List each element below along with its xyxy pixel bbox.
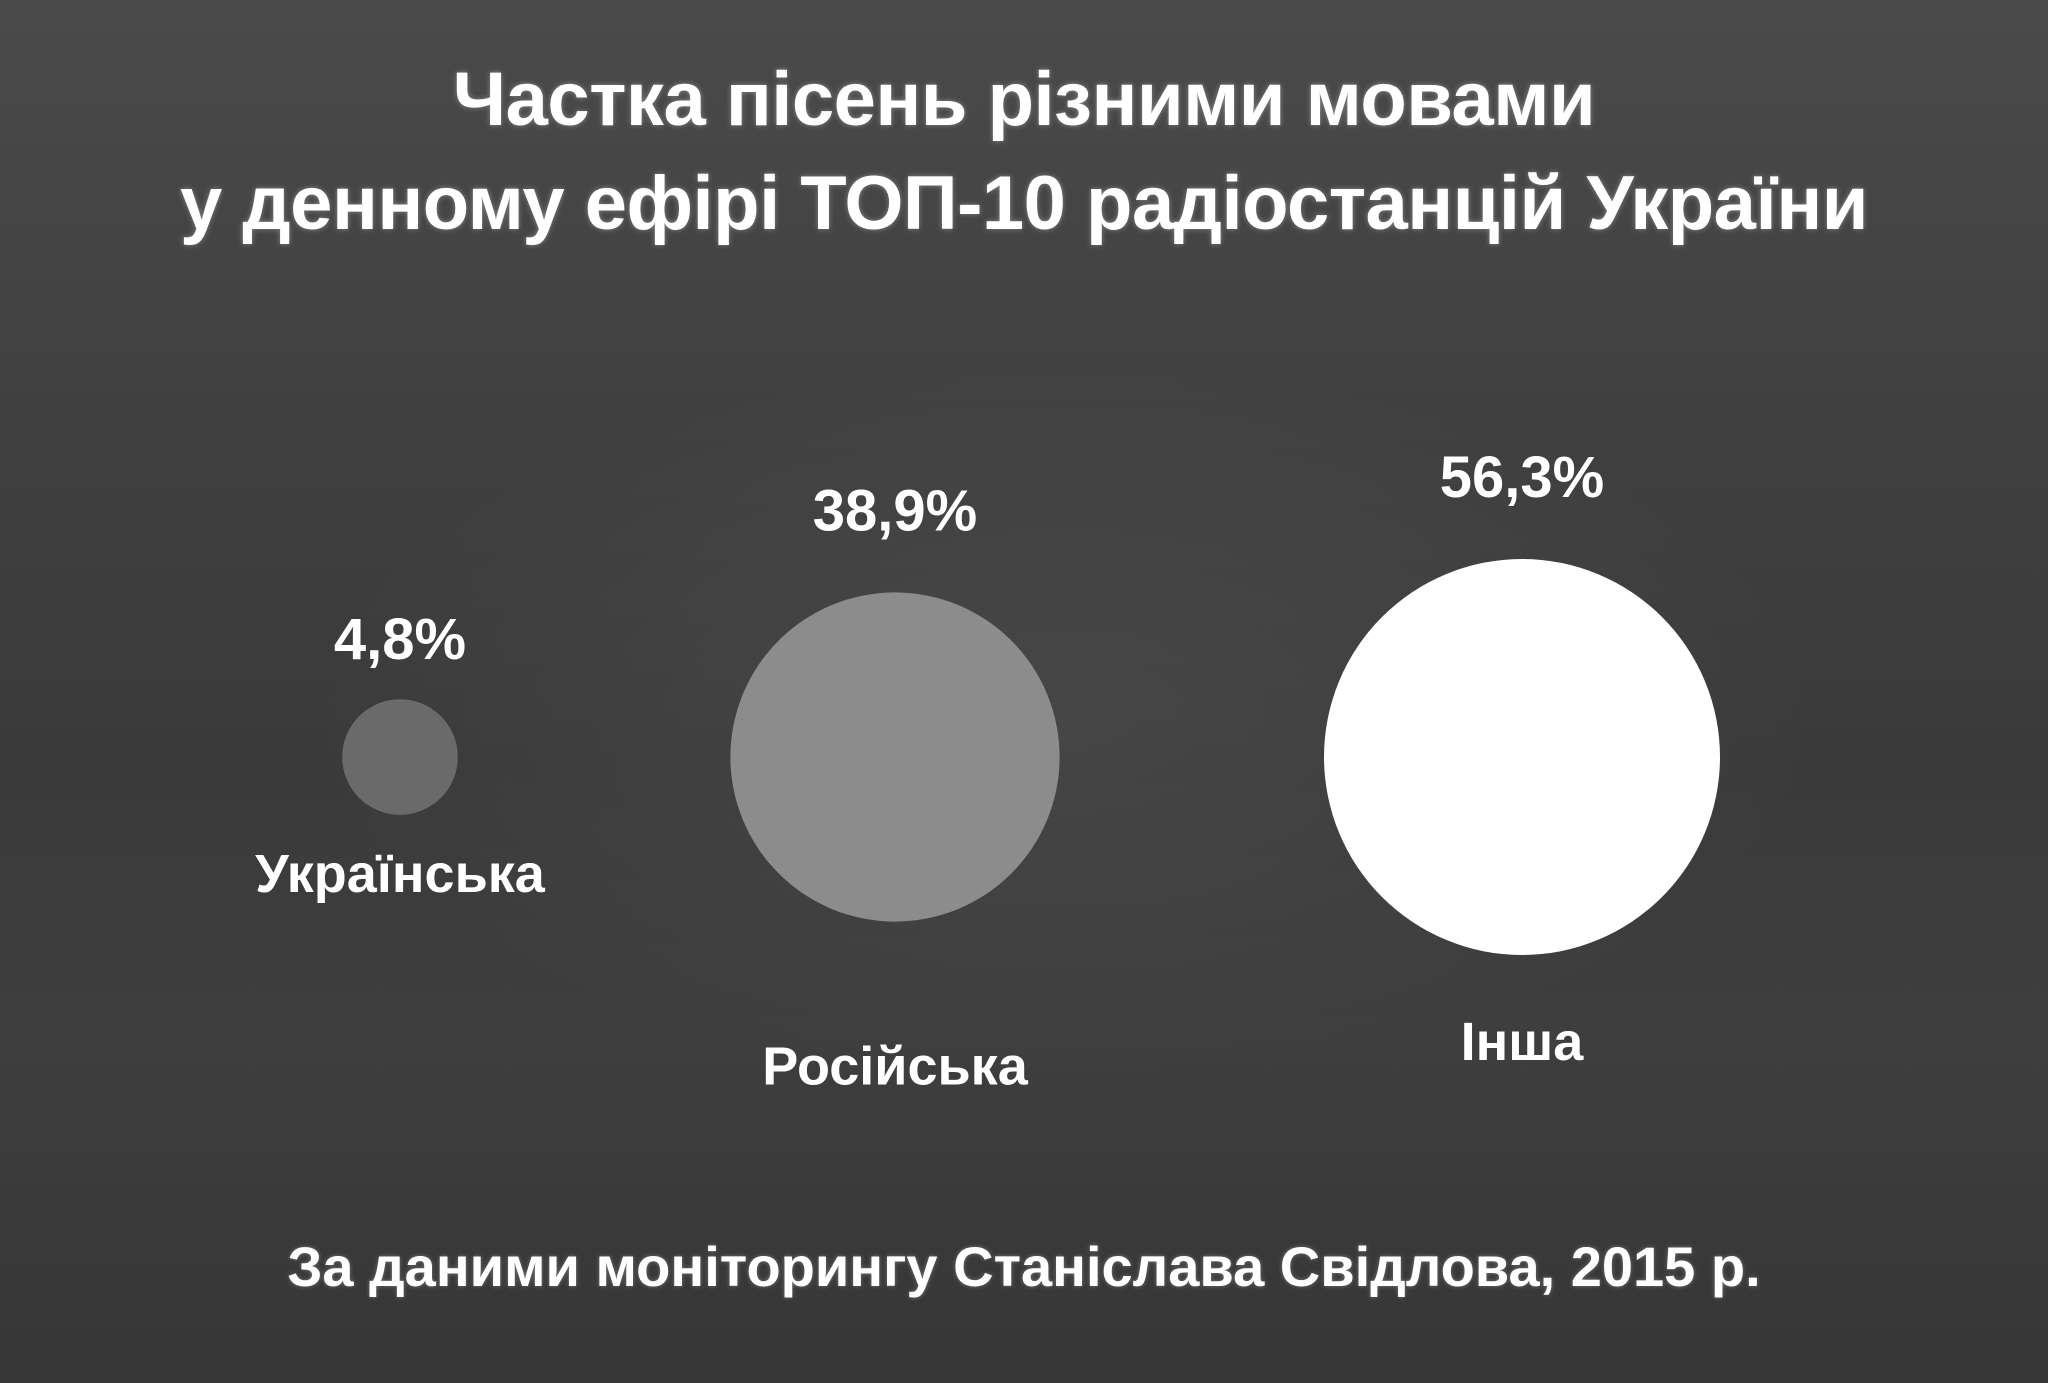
value-label-other: 56,3% — [1440, 445, 1604, 510]
chart-title-line-2: у денному ефірі ТОП-10 радіостанцій Укра… — [180, 161, 1868, 246]
category-label-ukrainian: Українська — [255, 844, 546, 904]
bubble-other — [1324, 559, 1720, 955]
value-label-russian: 38,9% — [813, 478, 977, 543]
category-label-russian: Російська — [762, 1037, 1028, 1097]
chart-title-line-1: Частка пісень різними мовами — [452, 57, 1596, 142]
chart-title: Частка пісень різними мовами у денному е… — [0, 48, 2048, 256]
bubble-ukrainian — [342, 699, 458, 815]
category-label-other: Інша — [1461, 1012, 1585, 1072]
source-note: За даними моніторингу Станіслава Свідлов… — [287, 1235, 1761, 1298]
value-label-ukrainian: 4,8% — [334, 607, 466, 672]
bubble-russian — [730, 592, 1060, 922]
